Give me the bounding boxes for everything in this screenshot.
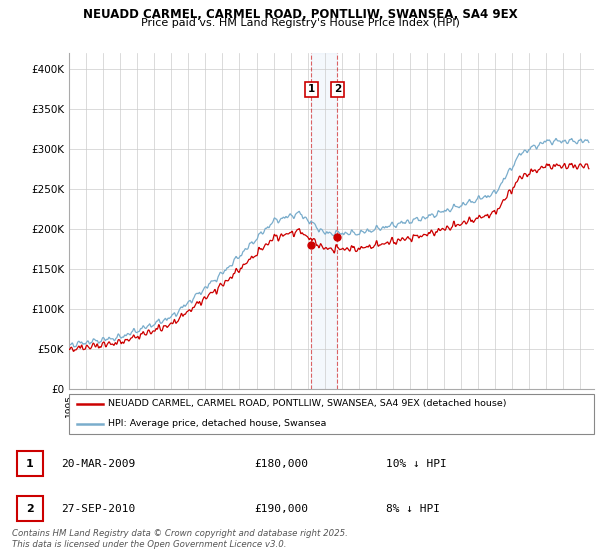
Text: £190,000: £190,000 [254, 503, 308, 514]
Text: £180,000: £180,000 [254, 459, 308, 469]
Text: Price paid vs. HM Land Registry's House Price Index (HPI): Price paid vs. HM Land Registry's House … [140, 18, 460, 29]
Text: NEUADD CARMEL, CARMEL ROAD, PONTLLIW, SWANSEA, SA4 9EX: NEUADD CARMEL, CARMEL ROAD, PONTLLIW, SW… [83, 8, 517, 21]
FancyBboxPatch shape [69, 394, 594, 434]
Text: HPI: Average price, detached house, Swansea: HPI: Average price, detached house, Swan… [109, 419, 327, 428]
FancyBboxPatch shape [17, 451, 43, 477]
Text: 2: 2 [26, 503, 34, 514]
Text: 20-MAR-2009: 20-MAR-2009 [61, 459, 135, 469]
Text: NEUADD CARMEL, CARMEL ROAD, PONTLLIW, SWANSEA, SA4 9EX (detached house): NEUADD CARMEL, CARMEL ROAD, PONTLLIW, SW… [109, 399, 507, 408]
Text: 8% ↓ HPI: 8% ↓ HPI [386, 503, 440, 514]
Bar [311, 53, 337, 389]
Text: 1: 1 [26, 459, 34, 469]
Text: 27-SEP-2010: 27-SEP-2010 [61, 503, 135, 514]
Text: 2: 2 [334, 84, 341, 94]
Text: 10% ↓ HPI: 10% ↓ HPI [386, 459, 447, 469]
FancyBboxPatch shape [17, 496, 43, 521]
Text: 1: 1 [308, 84, 315, 94]
Text: Contains HM Land Registry data © Crown copyright and database right 2025.
This d: Contains HM Land Registry data © Crown c… [12, 529, 348, 549]
